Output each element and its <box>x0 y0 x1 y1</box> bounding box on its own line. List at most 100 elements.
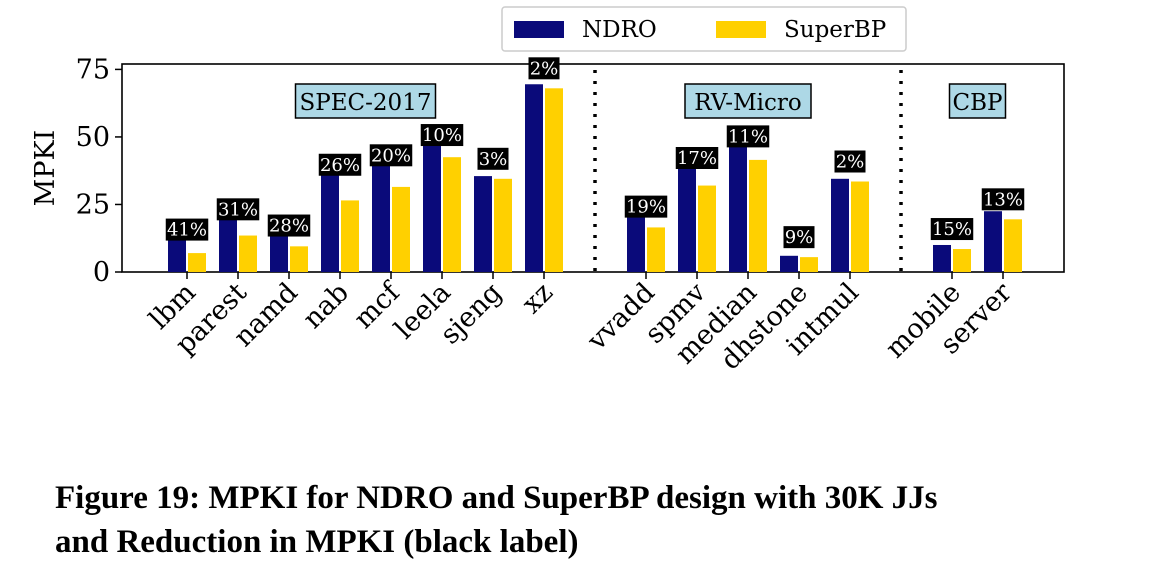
bar-ndro-mcf <box>372 165 390 272</box>
bar-ndro-leela <box>423 145 441 272</box>
group-label-box <box>948 83 1007 119</box>
reduction-label-nab: 26% <box>318 153 362 176</box>
group-label-text: RV-Micro <box>694 90 801 116</box>
reduction-label-text: 9% <box>785 227 814 248</box>
reduction-label-box <box>783 226 815 249</box>
reduction-label-vvadd: 19% <box>624 195 668 218</box>
reduction-label-dhstone: 9% <box>783 226 815 249</box>
group-label-cbp: CBP <box>948 83 1007 119</box>
bar-superbp-namd <box>290 246 308 272</box>
group-label-text: CBP <box>953 90 1003 116</box>
reduction-label-namd: 28% <box>267 214 311 237</box>
reduction-label-lbm: 41% <box>165 218 209 241</box>
reduction-label-text: 13% <box>983 189 1023 210</box>
bar-superbp-intmul <box>851 181 869 272</box>
bar-superbp-dhstone <box>800 257 818 272</box>
reduction-label-box <box>420 124 464 147</box>
bar-ndro-median <box>729 146 747 272</box>
bar-superbp-mobile <box>953 249 971 272</box>
reduction-label-text: 2% <box>836 152 865 173</box>
reduction-label-box <box>834 150 866 173</box>
legend-item-superbp: SuperBP <box>716 17 886 43</box>
reduction-label-parest: 31% <box>216 198 260 221</box>
reduction-label-box <box>165 218 209 241</box>
reduction-label-text: 20% <box>371 145 411 166</box>
bar-ndro-nab <box>321 174 339 272</box>
bar-ndro-spmv <box>678 168 696 272</box>
reduction-label-mcf: 20% <box>369 144 413 167</box>
reduction-label-text: 11% <box>728 126 768 147</box>
reduction-label-text: 2% <box>530 58 559 79</box>
bar-superbp-server <box>1004 219 1022 272</box>
y-axis-label: MPKI <box>30 130 61 207</box>
bar-ndro-vvadd <box>627 216 645 272</box>
legend-label: SuperBP <box>784 17 886 43</box>
legend-swatch <box>716 21 766 38</box>
bar-superbp-median <box>749 159 767 272</box>
bar-superbp-spmv <box>698 185 716 272</box>
reduction-label-mobile: 15% <box>930 218 974 241</box>
reduction-label-box <box>216 198 260 221</box>
bar-superbp-parest <box>239 235 257 272</box>
bar-superbp-lbm <box>188 253 206 272</box>
reduction-label-spmv: 17% <box>675 147 719 169</box>
group-label-box <box>684 83 812 119</box>
reduction-label-intmul: 2% <box>834 150 866 173</box>
x-tick-label-nab: nab <box>297 277 355 335</box>
reduction-label-box <box>369 144 413 167</box>
plot-frame <box>121 63 1065 273</box>
bar-ndro-lbm <box>168 239 186 272</box>
bar-superbp-sjeng <box>494 178 512 272</box>
bar-superbp-mcf <box>392 186 410 272</box>
reduction-label-text: 41% <box>167 220 207 241</box>
y-tick-label: 75 <box>76 54 110 85</box>
figure-caption: Figure 19: MPKI for NDRO and SuperBP des… <box>55 476 1150 564</box>
reduction-label-xz: 2% <box>528 57 560 80</box>
bar-ndro-namd <box>270 235 288 272</box>
reduction-label-box <box>981 188 1025 211</box>
reduction-label-text: 28% <box>269 216 309 237</box>
bar-ndro-dhstone <box>780 255 798 272</box>
bar-superbp-vvadd <box>647 227 665 272</box>
reduction-label-text: 19% <box>626 197 666 218</box>
y-tick-label: 50 <box>76 122 110 153</box>
plot-area: 0255075MPKIlbm41%parest31%namd28%nab26%m… <box>30 54 1065 376</box>
reduction-label-box <box>318 153 362 176</box>
bar-ndro-sjeng <box>474 176 492 272</box>
reduction-label-text: 3% <box>479 149 508 170</box>
bar-ndro-server <box>984 211 1002 272</box>
group-label-box <box>294 83 437 119</box>
reduction-label-text: 26% <box>320 155 360 176</box>
x-tick-label-xz: xz <box>516 277 559 320</box>
caption-line-1: Figure 19: MPKI for NDRO and SuperBP des… <box>55 480 938 516</box>
group-label-text: SPEC-2017 <box>300 90 432 116</box>
group-label-rv-micro: RV-Micro <box>684 83 812 119</box>
group-label-spec-2017: SPEC-2017 <box>294 83 437 119</box>
y-tick-label: 25 <box>76 189 110 220</box>
bar-ndro-mobile <box>933 244 951 272</box>
caption-line-2: and Reduction in MPKI (black label) <box>55 524 579 560</box>
bar-superbp-leela <box>443 157 461 272</box>
reduction-label-box <box>477 147 509 170</box>
reduction-label-median: 11% <box>726 125 770 148</box>
reduction-label-text: 10% <box>422 125 462 146</box>
legend-item-ndro: NDRO <box>514 17 657 43</box>
reduction-label-box <box>624 195 668 218</box>
bar-ndro-xz <box>525 84 543 273</box>
reduction-label-box <box>675 147 719 169</box>
reduction-label-leela: 10% <box>420 124 464 147</box>
reduction-label-text: 17% <box>677 148 717 169</box>
legend-box <box>501 6 907 52</box>
reduction-label-sjeng: 3% <box>477 147 509 170</box>
reduction-label-text: 15% <box>932 219 972 240</box>
bar-superbp-nab <box>341 200 359 272</box>
mpki-bar-chart: 0255075MPKIlbm41%parest31%namd28%nab26%m… <box>30 6 1065 376</box>
bar-superbp-xz <box>545 88 563 272</box>
reduction-label-server: 13% <box>981 188 1025 211</box>
legend: NDRO SuperBP <box>501 6 907 52</box>
legend-label: NDRO <box>582 17 657 43</box>
reduction-label-box <box>528 57 560 80</box>
reduction-label-box <box>267 214 311 237</box>
reduction-label-box <box>930 218 974 241</box>
legend-swatch <box>514 21 564 38</box>
